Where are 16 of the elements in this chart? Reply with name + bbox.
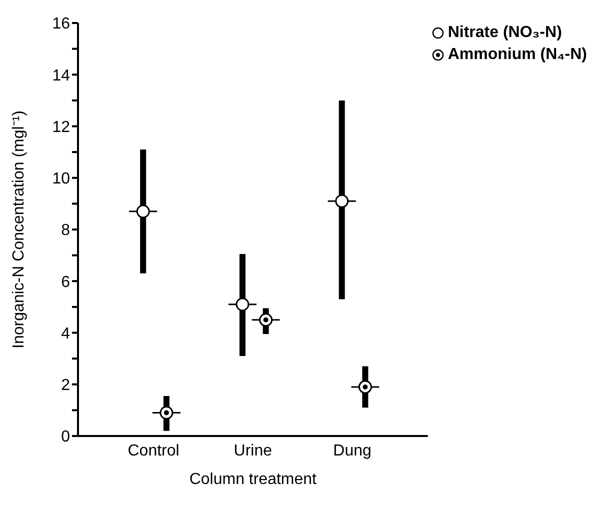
y-tick-label: 6 xyxy=(61,274,70,291)
legend-label: Nitrate (NO₃-N) xyxy=(448,23,562,43)
y-tick-label: 2 xyxy=(61,377,70,394)
x-tick-label: Urine xyxy=(234,442,272,460)
y-tick-label: 10 xyxy=(52,170,70,188)
x-tick-label: Control xyxy=(128,442,180,460)
y-tick-label: 4 xyxy=(61,325,70,342)
y-tick-label: 12 xyxy=(52,118,70,136)
y-tick-label: 0 xyxy=(61,428,70,446)
x-axis-title: Column treatment xyxy=(189,471,318,488)
y-tick-label: 8 xyxy=(61,222,70,240)
legend-label: Ammonium (N₄-N) xyxy=(448,45,587,65)
y-tick-label: 14 xyxy=(52,67,70,84)
x-tick-label: Dung xyxy=(333,442,372,460)
y-tick-label: 16 xyxy=(52,16,70,33)
y-axis-title: Inorganic-N Concentration (mgl⁻¹) xyxy=(10,110,28,348)
